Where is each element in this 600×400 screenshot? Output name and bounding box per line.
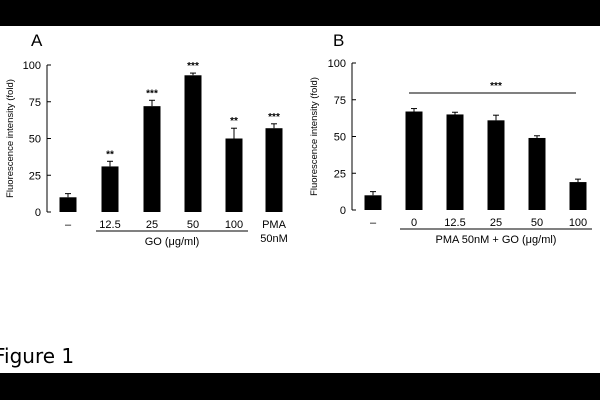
panel-a-y-tick-label: 25 [29,170,41,182]
panel-b-category-label: 50 [531,217,543,229]
panel-a-bar [59,197,77,212]
panel-b-bar [446,114,464,210]
panel-b-category-label: 100 [569,217,587,229]
panel-a-letter: A [31,31,43,50]
panel-b-y-tick-label: 75 [334,95,346,107]
panel-a-category-label: PMA [262,219,287,231]
panel-b-group-label: PMA 50nM + GO (μg/ml) [436,234,557,246]
panel-a-bar [184,75,202,212]
panel-b-bar [569,182,587,210]
panel-a-y-tick-label: 100 [23,60,41,72]
panel-b-significance-bracket-label: *** [490,81,502,92]
panel-a-bar [143,106,161,212]
panel-b-y-tick-label: 50 [334,132,346,144]
panel-b-category-label: – [370,217,377,229]
panel-a-category-label: 100 [225,219,243,231]
panel-a-category-label: 25 [146,219,158,231]
panel-b-letter: B [333,31,344,50]
panel-a-bar [225,138,243,212]
panel-a-significance-label: *** [187,61,199,72]
panel-b-bar [487,120,505,210]
panel-a-significance-label: ** [106,149,114,160]
bottom-black-band [0,373,600,400]
panel-a-category-label: 50nM [260,233,288,245]
panel-a-y-tick-label: 50 [29,134,41,146]
panel-a-significance-label: *** [146,88,158,99]
panel-a-y-tick-label: 75 [29,97,41,109]
panel-a-significance-label: *** [268,112,280,123]
panel-a-bar [101,166,119,212]
panel-a-group-label: GO (μg/ml) [145,236,200,248]
panel-b-bar [364,195,382,210]
panel-b-y-axis-label: Fluorescence intensity (fold) [309,77,320,196]
figure-caption: Figure 1 [0,344,75,368]
top-black-band [0,0,600,26]
panel-b-y-tick-label: 25 [334,168,346,180]
panel-b-y-tick-label: 100 [328,58,346,70]
panel-a-category-label: 12.5 [99,219,120,231]
panel-a-y-axis-label: Fluorescence intensity (fold) [5,79,16,198]
panel-b-y-tick-label: 0 [340,205,346,217]
panel-a-bar [265,128,283,212]
panel-a-category-label: 50 [187,219,199,231]
panel-b-category-label: 0 [411,217,417,229]
panel-a-category-label: – [65,219,72,231]
panel-a-y-tick-label: 0 [35,207,41,219]
panel-a-significance-label: ** [230,116,238,127]
panel-b-category-label: 12.5 [444,217,465,229]
panel-b-bar [528,137,546,210]
panel-b-bar [405,111,423,210]
panel-b-category-label: 25 [490,217,502,229]
